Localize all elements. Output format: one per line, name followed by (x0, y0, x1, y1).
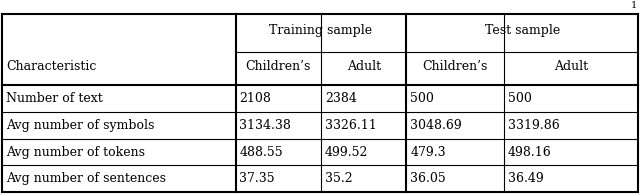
Text: Avg number of sentences: Avg number of sentences (6, 172, 166, 185)
Text: Adult: Adult (347, 60, 381, 73)
Text: 2108: 2108 (239, 92, 271, 105)
Text: Number of text: Number of text (6, 92, 102, 105)
Text: Avg number of symbols: Avg number of symbols (6, 119, 154, 132)
Text: 2384: 2384 (325, 92, 357, 105)
Text: 36.49: 36.49 (508, 172, 543, 185)
Text: 3326.11: 3326.11 (325, 119, 377, 132)
Text: 37.35: 37.35 (239, 172, 275, 185)
Text: 3134.38: 3134.38 (239, 119, 291, 132)
Text: 3319.86: 3319.86 (508, 119, 559, 132)
Text: 35.2: 35.2 (325, 172, 353, 185)
Text: Children’s: Children’s (422, 60, 488, 73)
Text: Test sample: Test sample (484, 24, 560, 37)
Text: 499.52: 499.52 (325, 145, 369, 159)
Text: Adult: Adult (554, 60, 588, 73)
Text: 488.55: 488.55 (239, 145, 283, 159)
Text: Training sample: Training sample (269, 24, 372, 37)
Text: 479.3: 479.3 (410, 145, 446, 159)
Text: 500: 500 (410, 92, 434, 105)
Text: Characteristic: Characteristic (6, 60, 96, 73)
Text: 500: 500 (508, 92, 531, 105)
Text: 1: 1 (630, 1, 637, 10)
Text: 498.16: 498.16 (508, 145, 551, 159)
Text: 3048.69: 3048.69 (410, 119, 462, 132)
Text: Avg number of tokens: Avg number of tokens (6, 145, 145, 159)
Text: Children’s: Children’s (246, 60, 311, 73)
Text: 36.05: 36.05 (410, 172, 446, 185)
